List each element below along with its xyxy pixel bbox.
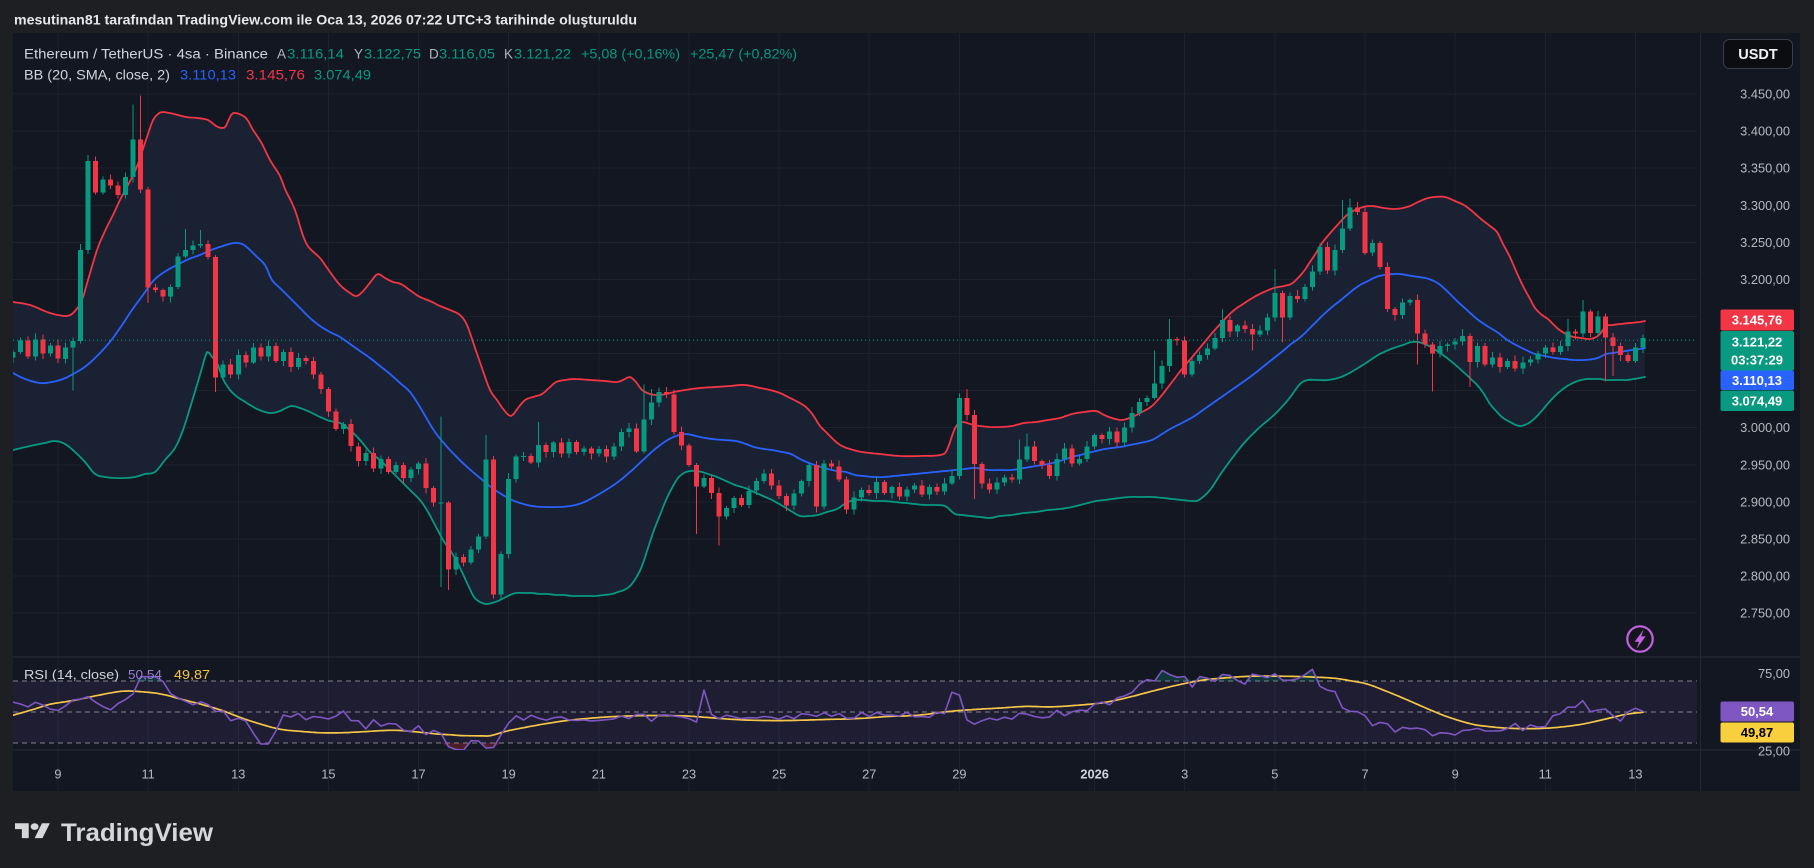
svg-text:mesutinan81 tarafından Trading: mesutinan81 tarafından TradingView.com i… (14, 13, 637, 28)
svg-text:2026: 2026 (1080, 767, 1108, 782)
svg-text:Y: Y (354, 47, 363, 62)
svg-text:3.250,00: 3.250,00 (1740, 235, 1790, 250)
svg-text:3.400,00: 3.400,00 (1740, 124, 1790, 139)
svg-text:23: 23 (682, 767, 696, 782)
svg-text:17: 17 (411, 767, 425, 782)
svg-text:3.350,00: 3.350,00 (1740, 161, 1790, 176)
svg-text:USDT: USDT (1738, 47, 1778, 63)
svg-text:9: 9 (1452, 767, 1459, 782)
svg-text:2.850,00: 2.850,00 (1740, 531, 1790, 546)
svg-text:TradingView: TradingView (61, 819, 214, 847)
svg-text:3.300,00: 3.300,00 (1740, 198, 1790, 213)
svg-text:3.116,05: 3.116,05 (439, 47, 495, 62)
svg-text:27: 27 (862, 767, 876, 782)
svg-text:3.110,13: 3.110,13 (1732, 373, 1782, 388)
svg-text:2.750,00: 2.750,00 (1740, 606, 1790, 621)
svg-text:3.122,75: 3.122,75 (364, 47, 421, 62)
svg-text:25,00: 25,00 (1758, 743, 1790, 758)
svg-text:K: K (504, 47, 513, 62)
svg-text:11: 11 (141, 767, 154, 782)
svg-text:+5,08 (+0,16%): +5,08 (+0,16%) (581, 47, 680, 62)
svg-text:7: 7 (1361, 767, 1368, 782)
svg-text:3.110,13: 3.110,13 (180, 68, 236, 83)
svg-text:+25,47 (+0,82%): +25,47 (+0,82%) (690, 47, 797, 62)
svg-text:15: 15 (321, 767, 335, 782)
svg-text:2.800,00: 2.800,00 (1740, 569, 1790, 584)
svg-text:3.121,22: 3.121,22 (1732, 334, 1783, 349)
svg-text:3.145,76: 3.145,76 (246, 68, 305, 83)
svg-text:19: 19 (502, 767, 516, 782)
svg-text:11: 11 (1539, 767, 1552, 782)
svg-text:50,54: 50,54 (1741, 704, 1774, 719)
svg-text:2.900,00: 2.900,00 (1740, 494, 1790, 509)
svg-text:A: A (277, 47, 286, 62)
svg-text:29: 29 (952, 767, 966, 782)
svg-text:3.074,49: 3.074,49 (1732, 393, 1783, 408)
svg-text:25: 25 (772, 767, 786, 782)
svg-text:50,54: 50,54 (128, 667, 162, 682)
svg-text:13: 13 (1628, 767, 1642, 782)
svg-text:21: 21 (592, 767, 606, 782)
svg-text:2.950,00: 2.950,00 (1740, 457, 1790, 472)
svg-text:3.074,49: 3.074,49 (314, 68, 371, 83)
svg-text:49,87: 49,87 (174, 667, 210, 682)
svg-text:75,00: 75,00 (1758, 666, 1790, 681)
svg-text:3.000,00: 3.000,00 (1740, 420, 1790, 435)
svg-text:D: D (429, 47, 439, 62)
svg-text:3.116,14: 3.116,14 (287, 47, 345, 62)
svg-text:3.121,22: 3.121,22 (514, 47, 571, 62)
svg-text:49,87: 49,87 (1741, 725, 1774, 740)
svg-text:3.145,76: 3.145,76 (1732, 313, 1783, 328)
svg-text:03:37:29: 03:37:29 (1731, 352, 1783, 367)
svg-text:BB (20, SMA, close, 2): BB (20, SMA, close, 2) (24, 68, 170, 83)
svg-text:RSI (14, close): RSI (14, close) (24, 667, 119, 682)
svg-text:3.200,00: 3.200,00 (1740, 272, 1790, 287)
svg-text:13: 13 (231, 767, 245, 782)
svg-text:3.450,00: 3.450,00 (1740, 87, 1790, 102)
svg-text:3: 3 (1181, 767, 1188, 782)
svg-text:9: 9 (54, 767, 61, 782)
svg-text:5: 5 (1271, 767, 1278, 782)
svg-text:Ethereum / TetherUS · 4sa · Bi: Ethereum / TetherUS · 4sa · Binance (24, 47, 268, 62)
